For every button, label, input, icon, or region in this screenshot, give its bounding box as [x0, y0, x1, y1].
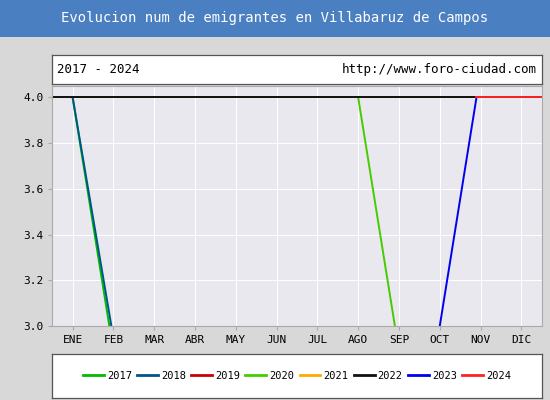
Text: 2017 - 2024: 2017 - 2024: [57, 63, 140, 76]
Text: Evolucion num de emigrantes en Villabaruz de Campos: Evolucion num de emigrantes en Villabaru…: [62, 11, 488, 25]
Legend: 2017, 2018, 2019, 2020, 2021, 2022, 2023, 2024: 2017, 2018, 2019, 2020, 2021, 2022, 2023…: [79, 367, 515, 385]
Text: http://www.foro-ciudad.com: http://www.foro-ciudad.com: [342, 63, 537, 76]
